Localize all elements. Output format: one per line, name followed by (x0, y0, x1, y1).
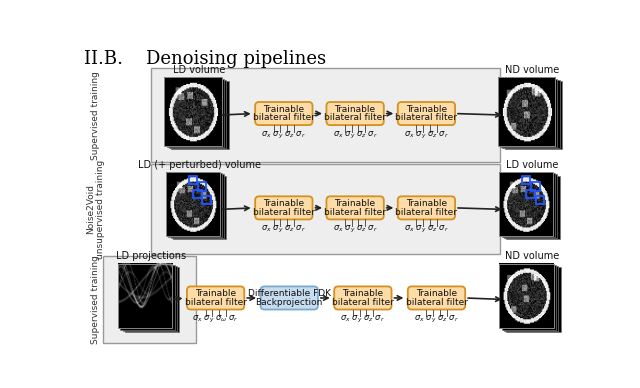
Bar (504, 266, 558, 331)
Text: bilateral filter: bilateral filter (184, 298, 246, 307)
FancyBboxPatch shape (397, 102, 455, 125)
FancyBboxPatch shape (260, 286, 318, 310)
Text: $\sigma_x\ \sigma_y\ \sigma_z\ \sigma_r$: $\sigma_x\ \sigma_y\ \sigma_z\ \sigma_r$ (333, 130, 378, 141)
Text: Trainable: Trainable (335, 199, 376, 208)
FancyBboxPatch shape (187, 286, 244, 310)
Text: $\sigma_x\ \sigma_y\ \sigma_z\ \sigma_r$: $\sigma_x\ \sigma_y\ \sigma_z\ \sigma_r$ (414, 314, 459, 325)
Bar (166, 172, 220, 236)
Text: LD volume: LD volume (506, 160, 559, 170)
Text: Trainable: Trainable (406, 105, 447, 114)
Bar (522, 176, 531, 184)
Text: $\sigma_x\ \sigma_y\ \sigma_z\ \sigma_r$: $\sigma_x\ \sigma_y\ \sigma_z\ \sigma_r$ (404, 224, 449, 235)
Bar (499, 172, 553, 236)
Bar (103, 256, 196, 343)
Text: Trainable: Trainable (195, 289, 236, 298)
Bar (202, 196, 211, 204)
Text: Supervised training: Supervised training (91, 255, 100, 344)
Text: $\sigma_x\ \sigma_y\ \sigma_z\ \sigma_r$: $\sigma_x\ \sigma_y\ \sigma_z\ \sigma_r$ (261, 224, 307, 235)
Bar (167, 78, 224, 147)
FancyBboxPatch shape (334, 286, 392, 310)
Bar (164, 77, 222, 146)
Text: bilateral filter: bilateral filter (332, 298, 394, 307)
FancyBboxPatch shape (408, 286, 465, 310)
Text: ND volume: ND volume (506, 65, 560, 75)
Text: Trainable: Trainable (416, 289, 457, 298)
Text: bilateral filter: bilateral filter (253, 208, 315, 217)
Text: Backprojection: Backprojection (255, 298, 323, 307)
Text: Supervised training: Supervised training (91, 71, 100, 159)
Text: bilateral filter: bilateral filter (253, 113, 315, 122)
Bar (118, 264, 172, 328)
Bar (198, 182, 206, 191)
Text: $\sigma_x\ \sigma_y\ \sigma_z\ \sigma_r$: $\sigma_x\ \sigma_y\ \sigma_z\ \sigma_r$ (340, 314, 385, 325)
Bar (173, 175, 227, 239)
Text: bilateral filter: bilateral filter (396, 113, 458, 122)
Bar (120, 265, 175, 329)
Text: $\sigma_x\ \sigma_y\ \sigma_z\ \sigma_r$: $\sigma_x\ \sigma_y\ \sigma_z\ \sigma_r$ (333, 224, 378, 235)
Bar (502, 265, 556, 329)
Text: bilateral filter: bilateral filter (406, 298, 467, 307)
Bar (506, 175, 560, 239)
Text: LD volume: LD volume (173, 65, 225, 75)
Bar (169, 80, 227, 148)
Bar (151, 68, 500, 162)
Bar (502, 173, 555, 237)
FancyBboxPatch shape (255, 102, 312, 125)
Bar (189, 176, 197, 184)
Text: Trainable: Trainable (263, 199, 305, 208)
Text: Noise2Void
unsupervised training: Noise2Void unsupervised training (86, 160, 105, 259)
Text: Trainable: Trainable (342, 289, 383, 298)
Bar (498, 77, 555, 146)
Text: bilateral filter: bilateral filter (324, 113, 386, 122)
Text: II.B.    Denoising pipelines: II.B. Denoising pipelines (84, 50, 326, 68)
Text: Differentiable FDK: Differentiable FDK (248, 289, 331, 298)
Bar (193, 190, 202, 198)
FancyBboxPatch shape (326, 102, 384, 125)
Text: Trainable: Trainable (263, 105, 305, 114)
Text: LD projections: LD projections (116, 251, 186, 262)
Text: $\sigma_x\ \sigma_y\ \sigma_z\ \sigma_r$: $\sigma_x\ \sigma_y\ \sigma_z\ \sigma_r$ (404, 130, 449, 141)
Text: ND volume: ND volume (506, 251, 560, 262)
FancyBboxPatch shape (397, 196, 455, 220)
Bar (502, 80, 560, 148)
Bar (123, 266, 177, 331)
Bar (527, 190, 535, 198)
Bar (536, 196, 544, 204)
Bar (500, 78, 557, 147)
Text: bilateral filter: bilateral filter (396, 208, 458, 217)
Text: $\sigma_x\ \sigma_y\ \sigma_\omega\ \sigma_r$: $\sigma_x\ \sigma_y\ \sigma_\omega\ \sig… (192, 314, 239, 325)
Bar (505, 81, 562, 149)
Bar (125, 267, 179, 332)
FancyBboxPatch shape (326, 196, 384, 220)
Text: LD (+ perturbed) volume: LD (+ perturbed) volume (138, 160, 261, 170)
Bar (504, 174, 557, 238)
Bar (168, 173, 222, 237)
Text: Trainable: Trainable (335, 105, 376, 114)
Bar (506, 267, 561, 332)
Bar (151, 165, 500, 255)
Bar (171, 174, 224, 238)
Text: $\sigma_x\ \sigma_y\ \sigma_z\ \sigma_r$: $\sigma_x\ \sigma_y\ \sigma_z\ \sigma_r$ (261, 130, 307, 141)
Text: Trainable: Trainable (406, 199, 447, 208)
FancyBboxPatch shape (255, 196, 312, 220)
Bar (172, 81, 229, 149)
Bar (531, 182, 540, 191)
Text: bilateral filter: bilateral filter (324, 208, 386, 217)
Bar (499, 264, 554, 328)
